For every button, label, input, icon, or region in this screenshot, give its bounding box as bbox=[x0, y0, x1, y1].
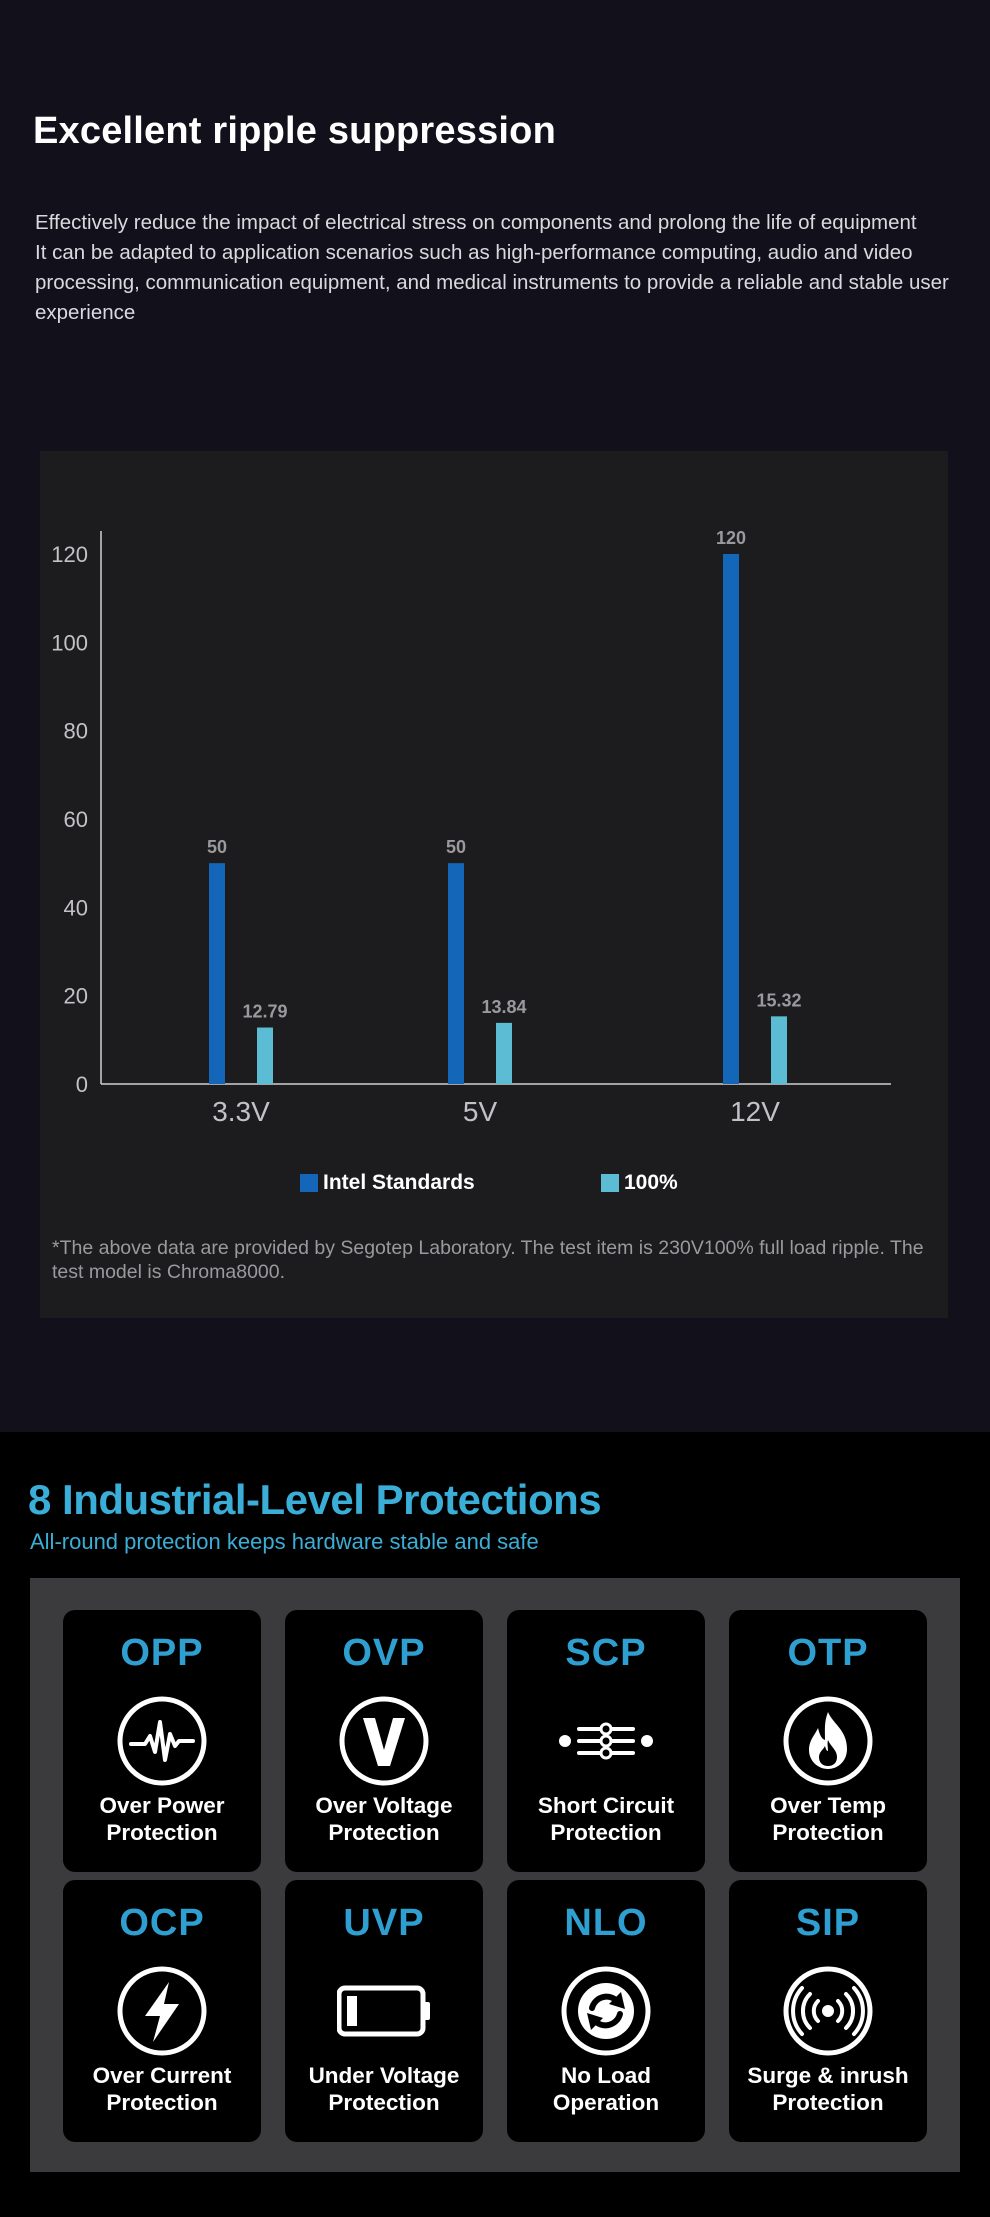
protection-abbr: OPP bbox=[120, 1632, 204, 1674]
legend-label-100: 100% bbox=[624, 1171, 678, 1194]
protection-name-line2: Protection bbox=[106, 1820, 218, 1845]
protection-abbr: SIP bbox=[795, 1902, 861, 1944]
protection-name: Over Power Protection bbox=[63, 1792, 261, 1846]
protection-abbr: SCP bbox=[565, 1632, 647, 1674]
protection-card-ocp: OCP Over Current Protection bbox=[63, 1880, 261, 2142]
protection-name: No Load Operation bbox=[507, 2062, 705, 2116]
x-tick-label: 12V bbox=[730, 1096, 780, 1127]
protection-name-line2: Protection bbox=[328, 2090, 440, 2115]
y-tick-label: 60 bbox=[64, 807, 88, 832]
x-tick-label: 5V bbox=[463, 1096, 498, 1127]
y-tick-label: 40 bbox=[64, 895, 88, 920]
legend-swatch-100 bbox=[601, 1174, 619, 1192]
protection-name-line1: No Load bbox=[561, 2063, 651, 2088]
data-label: 120 bbox=[716, 528, 746, 548]
protection-abbr: NLO bbox=[564, 1902, 648, 1944]
y-tick-label: 100 bbox=[51, 630, 88, 655]
protections-grid: OPP Over Power Protection OVP Over Volta… bbox=[30, 1578, 960, 2172]
flame-icon bbox=[783, 1696, 873, 1786]
circuit-icon bbox=[559, 1722, 653, 1760]
protection-abbr: OTP bbox=[787, 1632, 869, 1674]
chart-footnote: *The above data are provided by Segotep … bbox=[52, 1237, 924, 1283]
x-tick-label: 3.3V bbox=[212, 1096, 270, 1127]
protections-title: 8 Industrial-Level Protections bbox=[28, 1476, 602, 1523]
protection-name: Short Circuit Protection bbox=[507, 1792, 705, 1846]
chart-panel: 0 20 40 60 80 100 120 50 12.79 3.3V 50 13.84 5V 120 15… bbox=[40, 451, 948, 1318]
protection-name: Over Voltage Protection bbox=[285, 1792, 483, 1846]
protection-card-nlo: NLO No Load Operation bbox=[507, 1880, 705, 2142]
protection-name-line1: Over Voltage bbox=[315, 1793, 453, 1818]
ripple-title: Excellent ripple suppression bbox=[33, 110, 556, 152]
lightning-icon bbox=[117, 1966, 207, 2056]
protection-abbr: OCP bbox=[119, 1902, 205, 1944]
description-line-2: It can be adapted to application scenari… bbox=[35, 241, 949, 324]
bar-full-load bbox=[496, 1022, 512, 1084]
description-line-1: Effectively reduce the impact of electri… bbox=[35, 211, 917, 234]
protection-name-line1: Under Voltage bbox=[308, 2063, 460, 2088]
ripple-description: Effectively reduce the impact of electri… bbox=[35, 208, 965, 328]
protection-name: Surge & inrush Protection bbox=[729, 2062, 927, 2116]
legend-item-intel: Intel Standards bbox=[300, 1171, 475, 1195]
protections-subtitle: All-round protection keeps hardware stab… bbox=[30, 1529, 539, 1554]
ripple-section: Excellent ripple suppression Effectively… bbox=[0, 0, 990, 1432]
data-label: 12.79 bbox=[242, 1002, 287, 1022]
bar-full-load bbox=[257, 1027, 273, 1084]
protection-name-line2: Protection bbox=[106, 2090, 218, 2115]
protection-name-line1: Over Temp bbox=[770, 1793, 886, 1818]
protection-name: Over Current Protection bbox=[63, 2062, 261, 2116]
protection-name-line2: Protection bbox=[772, 2090, 884, 2115]
protection-name-line1: Over Power bbox=[99, 1793, 225, 1818]
y-tick-label: 20 bbox=[64, 984, 88, 1009]
protection-card-otp: OTP Over Temp Protection bbox=[729, 1610, 927, 1872]
voltage-icon bbox=[339, 1696, 429, 1786]
pulse-icon bbox=[117, 1696, 207, 1786]
bar-intel bbox=[723, 554, 739, 1084]
surge-icon bbox=[783, 1966, 873, 2056]
protection-name-line1: Short Circuit bbox=[537, 1793, 675, 1818]
protections-section: 8 Industrial-Level Protections All-round… bbox=[0, 1432, 990, 2217]
legend-label-intel: Intel Standards bbox=[323, 1171, 475, 1194]
protection-card-scp: SCP Short Circuit Protection bbox=[507, 1610, 705, 1872]
y-tick-label: 0 bbox=[76, 1072, 88, 1097]
protection-name: Under Voltage Protection bbox=[285, 2062, 483, 2116]
y-tick-label: 80 bbox=[64, 719, 88, 744]
bar-intel bbox=[209, 863, 225, 1084]
protection-card-sip: SIP Surge & inrush Protection bbox=[729, 1880, 927, 2142]
protection-card-opp: OPP Over Power Protection bbox=[63, 1610, 261, 1872]
data-label: 50 bbox=[446, 837, 466, 857]
ripple-bar-chart: 0 20 40 60 80 100 120 50 12.79 3.3V 50 13.84 5V 120 15… bbox=[51, 528, 891, 1127]
protection-name-line1: Surge & inrush bbox=[747, 2063, 909, 2088]
battery-icon bbox=[337, 1985, 430, 2037]
protection-name-line2: Protection bbox=[772, 1820, 884, 1845]
protection-card-ovp: OVP Over Voltage Protection bbox=[285, 1610, 483, 1872]
bar-full-load bbox=[771, 1016, 787, 1084]
protection-abbr: OVP bbox=[342, 1632, 426, 1674]
protection-name-line2: Protection bbox=[328, 1820, 440, 1845]
protection-name: Over Temp Protection bbox=[729, 1792, 927, 1846]
protection-name-line2: Operation bbox=[552, 2090, 660, 2115]
data-label: 13.84 bbox=[481, 997, 526, 1017]
y-tick-label: 120 bbox=[51, 542, 88, 567]
bar-intel bbox=[448, 863, 464, 1084]
data-label: 15.32 bbox=[756, 990, 801, 1010]
protection-abbr: UVP bbox=[343, 1902, 425, 1944]
data-label: 50 bbox=[207, 837, 227, 857]
legend-swatch-intel bbox=[300, 1174, 318, 1192]
protection-name-line2: Protection bbox=[550, 1820, 662, 1845]
protection-card-uvp: UVP Under Voltage Protection bbox=[285, 1880, 483, 2142]
cycle-icon bbox=[561, 1966, 651, 2056]
protection-name-line1: Over Current bbox=[92, 2063, 232, 2088]
legend-item-100: 100% bbox=[601, 1171, 678, 1195]
